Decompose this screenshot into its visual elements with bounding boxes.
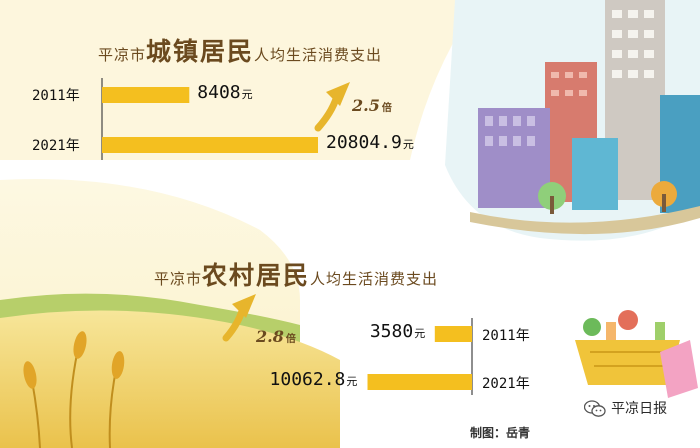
grocery-basket-illustration	[575, 310, 698, 398]
urban-unit-2011: 元	[241, 88, 253, 101]
rural-bar-2011	[434, 326, 472, 342]
rural-title-prefix: 平凉市	[154, 270, 203, 288]
urban-value-label-2011: 8408元	[197, 82, 252, 103]
rural-multiplier-unit: 倍	[285, 334, 296, 345]
chart-credit: 制图：岳青	[470, 426, 531, 440]
brand: 平凉日报	[583, 398, 668, 418]
rural-unit-2011: 元	[414, 327, 426, 340]
rural-year-2011: 2011年	[482, 328, 530, 344]
rural-multiplier: 2.8 倍	[256, 327, 296, 346]
urban-title-suffix: 人均生活消费支出	[254, 46, 383, 64]
wheat-field-illustration	[0, 179, 340, 448]
urban-value-2011: 8408	[197, 82, 241, 103]
urban-chart-title: 平凉市城镇居民人均生活消费支出	[98, 32, 382, 68]
urban-title-prefix: 平凉市	[98, 46, 147, 64]
rural-value-label-2011: 3580元	[370, 321, 425, 342]
urban-value-2021: 20804.9	[326, 132, 402, 153]
brand-name: 平凉日报	[611, 401, 668, 417]
urban-unit-2021: 元	[402, 138, 414, 151]
urban-value-label-2021: 20804.9元	[326, 132, 414, 153]
rural-growth-arrow-icon	[222, 294, 256, 342]
rural-chart-title: 平凉市农村居民人均生活消费支出	[154, 256, 438, 292]
urban-bar-2021	[102, 137, 318, 153]
rural-year-2021: 2021年	[482, 376, 530, 392]
rural-unit-2021: 元	[346, 375, 358, 388]
wechat-icon	[583, 399, 606, 417]
urban-year-2011: 2011年	[32, 88, 80, 104]
urban-bar-2011	[102, 87, 190, 103]
urban-multiplier-unit: 倍	[381, 103, 392, 114]
rural-value-2011: 3580	[369, 321, 414, 342]
rural-bar-2021	[367, 374, 472, 390]
rural-value-label-2021: 10062.8元	[270, 369, 358, 390]
urban-multiplier-value: 2.5	[352, 96, 380, 115]
city-illustration	[445, 0, 700, 241]
urban-growth-arrow-icon	[314, 82, 350, 132]
header-band	[0, 0, 480, 160]
urban-year-2021: 2021年	[32, 138, 80, 154]
rural-multiplier-value: 2.8	[256, 327, 284, 346]
rural-title-emphasis: 农村居民	[202, 261, 311, 290]
rural-title-suffix: 人均生活消费支出	[310, 270, 439, 288]
urban-multiplier: 2.5 倍	[352, 96, 392, 115]
rural-value-2021: 10062.8	[269, 369, 346, 390]
urban-title-emphasis: 城镇居民	[146, 37, 255, 66]
